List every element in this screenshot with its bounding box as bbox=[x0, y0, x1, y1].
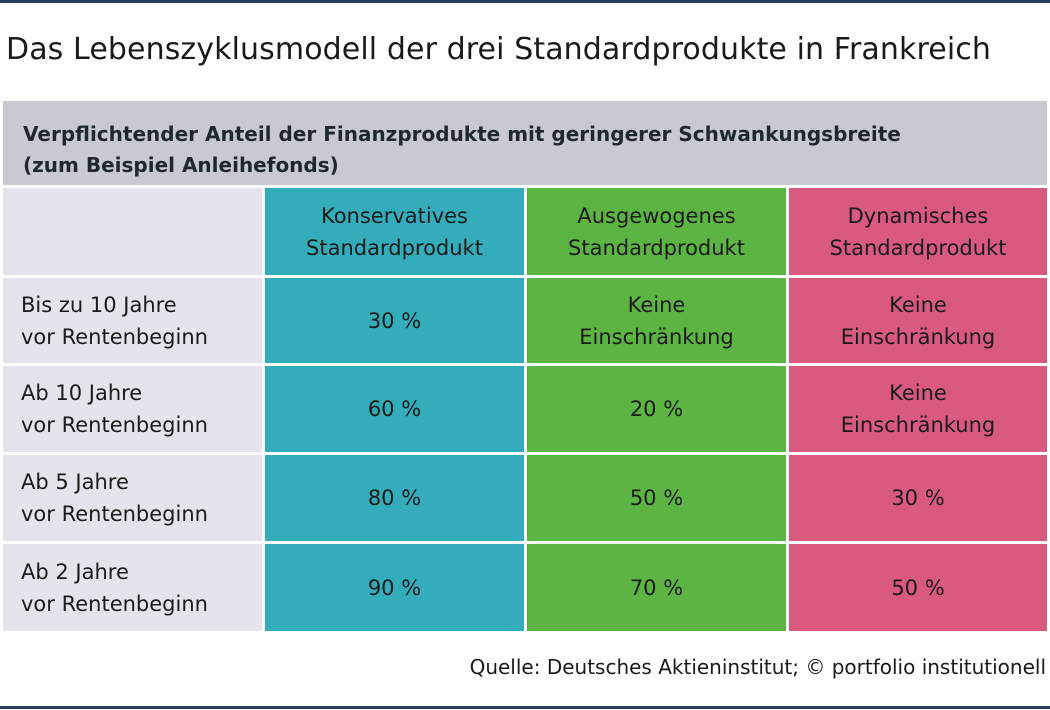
column-header-dynamisch: Dynamisches Standardprodukt bbox=[789, 188, 1047, 275]
row-label-line: vor Rentenbeginn bbox=[21, 413, 208, 437]
table-header-line-2: (zum Beispiel Anleihefonds) bbox=[23, 153, 339, 177]
table-cell: 90 % bbox=[265, 544, 524, 631]
row-label-3: Ab 5 Jahre vor Rentenbeginn bbox=[3, 455, 262, 541]
table-cell: Keine Einschränkung bbox=[527, 278, 786, 363]
cell-value: 90 % bbox=[367, 575, 422, 600]
cell-value: Einschränkung bbox=[840, 413, 996, 437]
column-header-ausgewogen: Ausgewogenes Standardprodukt bbox=[527, 188, 786, 275]
corner-cell bbox=[3, 188, 262, 275]
table-cell: 80 % bbox=[265, 455, 524, 541]
row-label-line: Ab 2 Jahre bbox=[21, 559, 129, 584]
table-cell: 30 % bbox=[789, 455, 1047, 541]
cell-value: 30 % bbox=[367, 308, 422, 333]
table-cell: 30 % bbox=[265, 278, 524, 363]
row-label-1: Bis zu 10 Jahre vor Rentenbeginn bbox=[3, 278, 262, 363]
row-label-line: Ab 5 Jahre bbox=[21, 470, 129, 494]
cell-value: 20 % bbox=[629, 397, 684, 421]
cell-value: 80 % bbox=[367, 486, 422, 510]
row-label-line: Bis zu 10 Jahre bbox=[21, 292, 177, 317]
cell-value: Keine bbox=[889, 292, 947, 317]
cell-value: Einschränkung bbox=[840, 324, 996, 349]
cell-value: 70 % bbox=[629, 575, 684, 600]
row-label-4: Ab 2 Jahre vor Rentenbeginn bbox=[3, 544, 262, 631]
row-label-line: vor Rentenbeginn bbox=[21, 502, 208, 526]
table-header: Verpflichtender Anteil der Finanzprodukt… bbox=[3, 101, 1047, 185]
top-rule bbox=[0, 0, 1050, 3]
table-cell: 50 % bbox=[527, 455, 786, 541]
table-cell: 70 % bbox=[527, 544, 786, 631]
cell-value: 60 % bbox=[367, 397, 422, 421]
column-header-line: Dynamisches bbox=[847, 203, 989, 228]
row-label-line: vor Rentenbeginn bbox=[21, 591, 208, 616]
table-cell: 50 % bbox=[789, 544, 1047, 631]
column-header-konservativ: Konservatives Standardprodukt bbox=[265, 188, 524, 275]
table-cell: 20 % bbox=[527, 366, 786, 452]
row-label-line: vor Rentenbeginn bbox=[21, 324, 208, 349]
cell-value: Einschränkung bbox=[579, 324, 734, 349]
table-cell: Keine Einschränkung bbox=[789, 366, 1047, 452]
table-cell: 60 % bbox=[265, 366, 524, 452]
cell-value: 50 % bbox=[891, 575, 945, 600]
cell-value: 30 % bbox=[891, 486, 945, 510]
lifecycle-table: Verpflichtender Anteil der Finanzprodukt… bbox=[3, 101, 1047, 631]
row-label-2: Ab 10 Jahre vor Rentenbeginn bbox=[3, 366, 262, 452]
page-title: Das Lebenszyklusmodell der drei Standard… bbox=[6, 32, 991, 67]
column-header-line: Standardprodukt bbox=[829, 235, 1007, 260]
column-header-line: Ausgewogenes bbox=[577, 203, 736, 228]
bottom-rule bbox=[0, 706, 1050, 709]
row-label-line: Ab 10 Jahre bbox=[21, 381, 143, 405]
cell-value: Keine bbox=[889, 381, 947, 405]
table-header-line-1: Verpflichtender Anteil der Finanzprodukt… bbox=[23, 122, 901, 146]
source-note: Quelle: Deutsches Aktieninstitut; © port… bbox=[469, 655, 1046, 679]
column-header-line: Konservatives bbox=[320, 203, 468, 228]
cell-value: Keine bbox=[627, 292, 686, 317]
column-header-line: Standardprodukt bbox=[568, 235, 745, 260]
column-header-line: Standardprodukt bbox=[306, 235, 483, 260]
table-cell: Keine Einschränkung bbox=[789, 278, 1047, 363]
cell-value: 50 % bbox=[629, 486, 684, 510]
